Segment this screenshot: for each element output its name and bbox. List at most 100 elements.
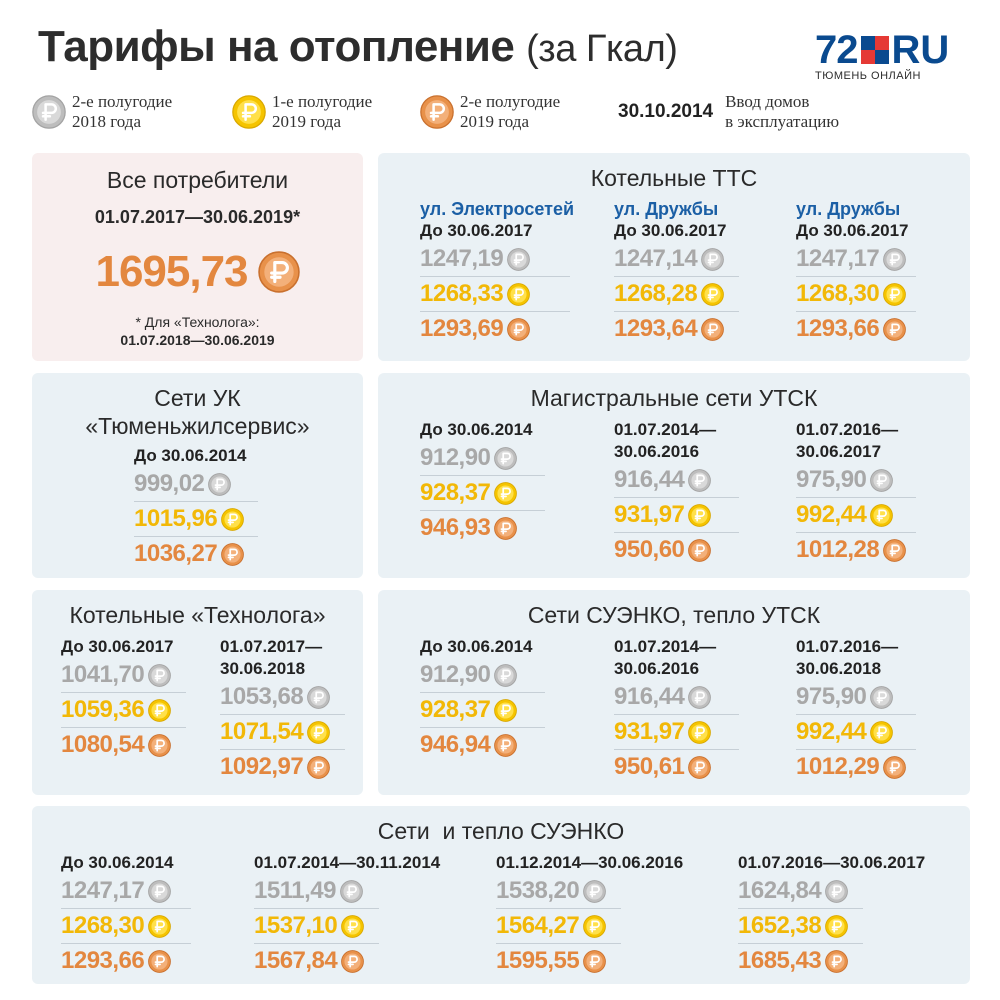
copper-ruble-coin-icon <box>494 733 518 757</box>
street-name: ул. Дружбы <box>796 199 901 219</box>
copper-ruble-coin-icon <box>148 949 172 973</box>
value-row: 975,90 <box>796 463 916 498</box>
value-list: 1247,17 1268,30 1293,66 <box>61 874 191 978</box>
value-copper: 1092,97 <box>220 753 304 780</box>
column-header: 30.06.2016 <box>614 659 700 678</box>
copper-ruble-coin-icon <box>825 949 849 973</box>
column-tech-1: До 30.06.2017 1041,70 1059,36 1080,54 <box>61 636 186 762</box>
column-header: 01.07.2016— <box>796 637 899 656</box>
gold-ruble-coin-icon <box>688 503 712 527</box>
silver-ruble-coin-icon <box>583 879 607 903</box>
value-row: 1268,30 <box>61 909 191 944</box>
panel-title: Все потребители <box>106 167 289 193</box>
value-gold: 1268,30 <box>61 912 145 939</box>
copper-ruble-coin-icon <box>688 755 712 779</box>
panel-suenko: Сети и тепло СУЭНКО До 30.06.2014 1247,1… <box>32 806 970 984</box>
value-copper: 1012,28 <box>796 536 880 563</box>
value-list: 916,44 931,97 950,60 <box>614 463 739 567</box>
value-copper: 1293,66 <box>796 315 880 342</box>
column-header: 30.06.2018 <box>220 659 306 678</box>
column-suenko-1: До 30.06.2014 1247,17 1268,30 1293,66 <box>61 852 191 978</box>
value-row: 1071,54 <box>220 715 345 750</box>
column-utsk-3: 01.07.2016— 30.06.2017 975,90 992,44 1012,… <box>796 419 916 567</box>
value-silver: 912,90 <box>420 444 491 471</box>
value-row: 1012,29 <box>796 750 916 784</box>
street-name: ул. Электросетей <box>420 199 575 219</box>
value-row: 950,61 <box>614 750 739 784</box>
silver-ruble-coin-icon <box>307 685 331 709</box>
legend-item-silver: 2-е полугодие 2018 года <box>32 92 172 132</box>
value-list: 1247,17 1268,30 1293,66 <box>796 242 916 346</box>
legend-label: 2-е полугодие <box>72 92 173 111</box>
value-row: 1036,27 <box>134 537 258 571</box>
value-list: 1247,14 1268,28 1293,64 <box>614 242 739 346</box>
value-row: 1567,84 <box>254 944 379 978</box>
column-header: 01.07.2016— <box>796 420 899 439</box>
value-row: 1685,43 <box>738 944 863 978</box>
column-suenko-4: 01.07.2016—30.06.2017 1624,84 1652,38 1685… <box>738 852 925 978</box>
value-silver: 1511,49 <box>254 877 336 904</box>
copper-ruble-coin-icon <box>148 733 172 757</box>
column-header: 01.12.2014—30.06.2016 <box>496 853 684 872</box>
value-row: 1652,38 <box>738 909 863 944</box>
column-header: 30.06.2018 <box>796 659 882 678</box>
copper-ruble-coin-icon <box>221 542 245 566</box>
copper-ruble-coin-icon <box>883 755 907 779</box>
silver-ruble-coin-icon <box>883 247 907 271</box>
value-silver: 999,02 <box>134 470 205 497</box>
value-row: 999,02 <box>134 467 258 502</box>
value-row: 912,90 <box>420 658 545 693</box>
gold-ruble-coin-icon <box>494 698 518 722</box>
value-silver: 1538,20 <box>496 877 580 904</box>
gold-ruble-coin-icon <box>221 507 245 531</box>
copper-ruble-coin-icon <box>507 317 531 341</box>
value-gold: 931,97 <box>614 718 685 745</box>
panel-title: Котельные ТТС <box>590 165 758 191</box>
value-silver: 975,90 <box>796 683 867 710</box>
value-row: 1293,66 <box>796 312 916 346</box>
column-suenko-3: 01.12.2014—30.06.2016 1538,20 1564,27 1595… <box>496 852 684 978</box>
logo-72ru[interactable]: 72 RU ТЮМЕНЬ ОНЛАЙН <box>815 27 975 90</box>
value-silver: 975,90 <box>796 466 867 493</box>
silver-ruble-coin-icon <box>870 468 894 492</box>
value-row: 1092,97 <box>220 750 345 784</box>
value-row: 1564,27 <box>496 909 621 944</box>
panel-title: Котельные «Технолога» <box>69 602 326 628</box>
logo-square-icon <box>860 36 889 64</box>
copper-ruble-coin-icon <box>420 95 454 129</box>
value-copper: 1567,84 <box>254 947 338 974</box>
copper-ruble-coin-icon <box>494 516 518 540</box>
value-row: 1268,33 <box>420 277 570 312</box>
silver-ruble-coin-icon <box>32 95 66 129</box>
column-header: До 30.06.2014 <box>61 853 174 872</box>
value-list: 1041,70 1059,36 1080,54 <box>61 658 186 762</box>
value-silver: 1041,70 <box>61 661 145 688</box>
gold-ruble-coin-icon <box>701 282 725 306</box>
gold-ruble-coin-icon <box>688 720 712 744</box>
column-header: До 30.06.2017 <box>796 221 909 240</box>
silver-ruble-coin-icon <box>507 247 531 271</box>
legend-label: 2019 года <box>272 112 342 131</box>
value-row: 931,97 <box>614 498 739 533</box>
column-suenko-utsk-3: 01.07.2016— 30.06.2018 975,90 992,44 1012,… <box>796 636 916 784</box>
value-silver: 1247,17 <box>61 877 145 904</box>
logo-number: 72 <box>815 27 858 72</box>
value-list: 916,44 931,97 950,61 <box>614 680 739 784</box>
value-silver: 1247,17 <box>796 245 880 272</box>
panel-suenko-utsk: Сети СУЭНКО, тепло УТСК До 30.06.2014 91… <box>378 590 970 795</box>
panel-technolog: Котельные «Технолога» До 30.06.2017 1041… <box>32 590 363 795</box>
value-row: 1595,55 <box>496 944 621 978</box>
street-name: ул. Дружбы <box>614 199 719 219</box>
gold-ruble-coin-icon <box>870 503 894 527</box>
value-row: 1624,84 <box>738 874 863 909</box>
value-copper: 1293,66 <box>61 947 145 974</box>
panel-title: Сети УК <box>154 385 241 411</box>
gold-ruble-coin-icon <box>870 720 894 744</box>
value-copper: 950,61 <box>614 753 685 780</box>
silver-ruble-coin-icon <box>340 879 363 903</box>
value-gold: 1564,27 <box>496 912 580 939</box>
gold-ruble-coin-icon <box>883 282 907 306</box>
value-row: 1080,54 <box>61 728 186 762</box>
column-header: 01.07.2017— <box>220 637 323 656</box>
gold-ruble-coin-icon <box>507 282 531 306</box>
